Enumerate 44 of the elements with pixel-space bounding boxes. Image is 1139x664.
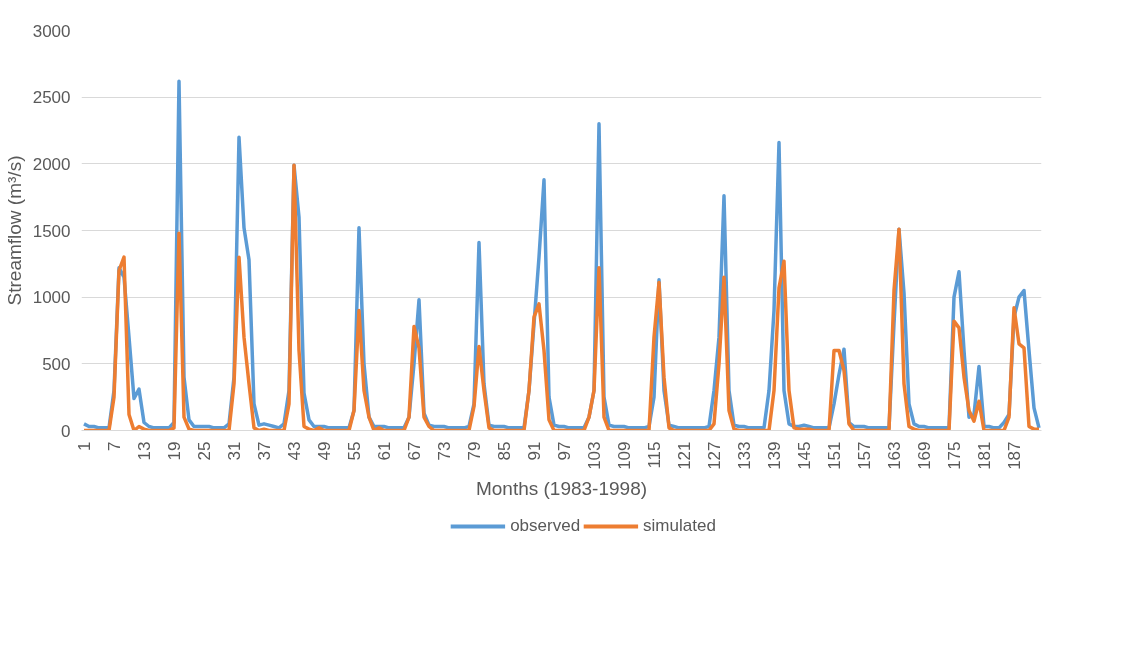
x-tick-label: 133 [735,441,754,470]
y-axis-title: Streamflow (m³/s) [3,155,25,306]
x-tick-label: 55 [345,441,364,461]
y-tick-label: 500 [42,354,71,374]
x-tick-label: 157 [855,441,874,470]
x-tick-label: 49 [315,441,334,461]
x-axis-title: Months (1983-1998) [475,477,648,499]
x-tick-label: 73 [435,441,454,461]
line-series [82,163,1041,431]
x-tick-label: 97 [555,441,574,461]
x-tick-label: 61 [375,441,394,461]
x-tick-label: 37 [255,441,274,461]
x-tick-label: 145 [795,441,814,470]
x-tick-label: 85 [495,441,514,461]
x-tick-label: 127 [705,441,724,470]
x-tick-label: 1 [75,441,94,451]
x-tick-label: 31 [225,441,244,461]
x-tick-label: 115 [645,441,664,469]
y-tick-label: 1000 [32,288,71,308]
x-tick-label: 43 [285,441,304,461]
x-tick-label: 181 [975,441,994,470]
x-tick-label: 109 [615,441,634,470]
x-tick-label: 139 [765,441,784,470]
x-tick-label: 13 [135,441,154,461]
x-tick-label: 79 [465,441,484,461]
x-tick-label: 7 [105,441,124,451]
x-tick-label: 163 [885,441,904,470]
y-tick-label: 3000 [32,21,71,41]
x-tick-label: 25 [195,441,214,461]
y-tick-label: 0 [61,421,71,441]
x-tick-label: 67 [405,441,424,461]
x-tick-label: 151 [825,441,844,470]
x-tick-label: 19 [165,441,184,461]
y-tick-label: 1500 [32,221,71,241]
y-tick-label: 2000 [32,154,71,174]
legend-label: simulated [643,516,716,536]
legend-label: observed [510,516,581,536]
x-tick-label: 91 [525,441,544,461]
x-tick-label: 169 [915,441,934,470]
x-tick-label: 103 [585,441,604,470]
x-tick-label: 175 [945,441,964,470]
x-tick-label: 121 [675,441,694,470]
y-tick-label: 2500 [32,88,71,108]
x-tick-label: 187 [1005,441,1024,470]
